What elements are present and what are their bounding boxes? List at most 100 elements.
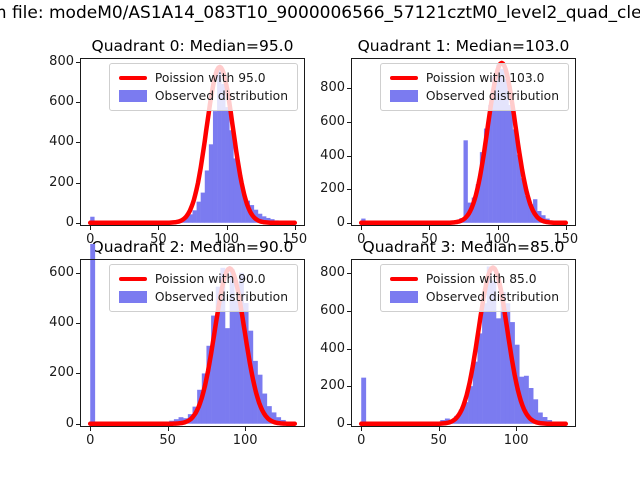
x-tick-label: 150 <box>282 232 308 247</box>
plot-title: Quadrant 2: Median=90.0 <box>91 238 294 256</box>
quadrant-2-plot: Quadrant 2: Median=90.0 Poission with 90… <box>49 238 305 448</box>
legend-entry: Observed distribution <box>118 87 288 105</box>
legend-line-swatch <box>389 75 418 81</box>
legend-label: Poission with 95.0 <box>154 71 266 85</box>
histogram-bar <box>491 280 497 424</box>
histogram-bar <box>472 361 478 424</box>
histogram-bar <box>200 192 206 223</box>
y-tick-label: 0 <box>336 214 345 230</box>
histogram-bar <box>225 328 230 424</box>
plot-frame <box>80 259 305 427</box>
x-tick-mark <box>90 226 92 230</box>
histogram-bar <box>234 300 240 424</box>
legend-line-swatch <box>389 276 418 282</box>
x-tick-mark <box>429 226 431 230</box>
y-tick-mark <box>347 423 351 425</box>
histogram-bar <box>257 213 263 223</box>
histogram-bar <box>458 409 464 424</box>
y-tick-mark <box>76 373 80 375</box>
histogram-bar <box>520 178 526 223</box>
histogram-bar <box>262 216 267 223</box>
y-tick-label: 200 <box>320 378 345 394</box>
plot-frame <box>351 58 576 226</box>
histogram-bar <box>237 172 242 223</box>
y-tick-mark <box>76 61 80 63</box>
y-tick-mark <box>76 182 80 184</box>
y-tick-label: 600 <box>320 302 345 318</box>
plot-canvas <box>80 58 305 226</box>
histogram-bar <box>482 303 487 424</box>
y-tick-mark <box>76 272 80 274</box>
y-tick-mark <box>347 310 351 312</box>
histogram-bar <box>500 68 505 223</box>
legend-label: Poission with 85.0 <box>425 272 537 286</box>
y-tick-mark <box>76 323 80 325</box>
x-tick-label: 50 <box>430 433 447 448</box>
y-tick-label: 200 <box>49 174 74 190</box>
histogram-bar <box>241 192 246 223</box>
x-tick-label: 0 <box>357 433 366 448</box>
legend: Poission with 85.0 Observed distribution <box>379 264 569 312</box>
histogram-bar <box>516 154 522 223</box>
plot-title: Quadrant 0: Median=95.0 <box>91 37 294 55</box>
y-tick-mark <box>347 273 351 275</box>
histogram-bar <box>238 272 244 424</box>
histogram-bar <box>266 406 272 424</box>
histogram-bar <box>206 345 212 424</box>
y-tick-mark <box>347 88 351 90</box>
histogram-bar <box>361 377 367 424</box>
poisson-curve <box>358 265 569 427</box>
histogram-bar <box>204 170 210 223</box>
legend-patch-swatch <box>389 90 418 102</box>
histogram-bar <box>229 269 235 424</box>
x-tick-mark <box>158 226 160 230</box>
legend-line-swatch <box>118 276 147 282</box>
x-tick-label: 0 <box>86 433 95 448</box>
histogram-bar <box>201 373 207 424</box>
histogram-bar <box>225 107 230 223</box>
legend-entry: Observed distribution <box>389 87 559 105</box>
y-tick-mark <box>347 121 351 123</box>
y-tick-label: 600 <box>320 113 345 129</box>
histogram-bar <box>471 197 477 223</box>
y-tick-mark <box>347 222 351 224</box>
histogram-bar <box>537 412 543 424</box>
legend-entry: Poission with 95.0 <box>118 69 288 87</box>
histogram-bar <box>488 104 493 223</box>
x-tick-label: 0 <box>86 232 95 247</box>
histogram-bar <box>508 104 513 223</box>
y-tick-mark <box>76 222 80 224</box>
plot-frame <box>80 58 305 226</box>
x-tick-mark <box>565 226 567 230</box>
histogram-bar <box>217 66 222 223</box>
histogram-bar <box>463 140 468 223</box>
y-tick-label: 0 <box>336 415 345 431</box>
x-tick-mark <box>438 427 440 431</box>
histogram-bar <box>178 417 184 424</box>
histogram-bar <box>492 76 497 223</box>
plot-canvas <box>351 259 576 427</box>
legend-patch-swatch <box>389 291 418 303</box>
y-tick-label: 800 <box>49 53 74 69</box>
x-tick-mark <box>167 427 169 431</box>
histogram-bar <box>486 266 492 424</box>
legend-patch-swatch <box>118 90 147 102</box>
x-tick-label: 0 <box>357 232 366 247</box>
x-tick-label: 100 <box>214 232 239 247</box>
y-tick-mark <box>347 348 351 350</box>
y-tick-label: 800 <box>320 265 345 281</box>
poisson-curve <box>87 266 298 426</box>
x-tick-label: 50 <box>159 433 176 448</box>
x-tick-mark <box>245 427 247 431</box>
y-tick-label: 600 <box>49 264 74 280</box>
histogram-bar <box>271 412 277 424</box>
histogram-bar <box>211 315 216 424</box>
y-tick-mark <box>347 155 351 157</box>
y-tick-mark <box>76 423 80 425</box>
poisson-curve <box>87 64 298 226</box>
histogram-bar <box>192 210 197 223</box>
y-tick-label: 200 <box>320 181 345 197</box>
histogram-bar <box>528 388 534 424</box>
y-tick-label: 600 <box>49 94 74 110</box>
